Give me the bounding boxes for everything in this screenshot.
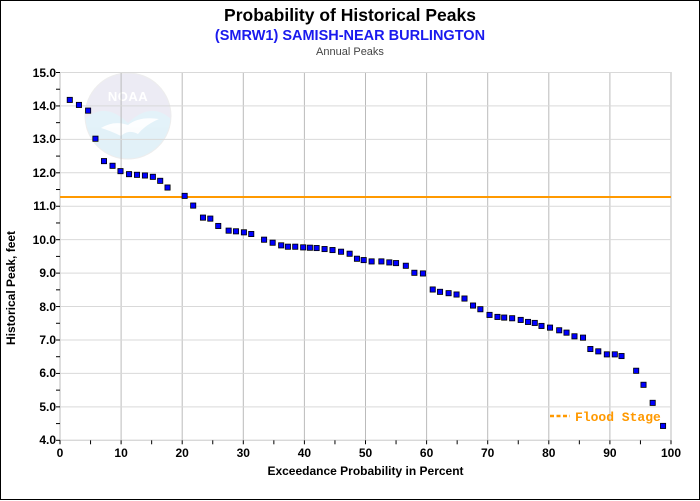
svg-text:NOAA: NOAA [108, 89, 148, 104]
